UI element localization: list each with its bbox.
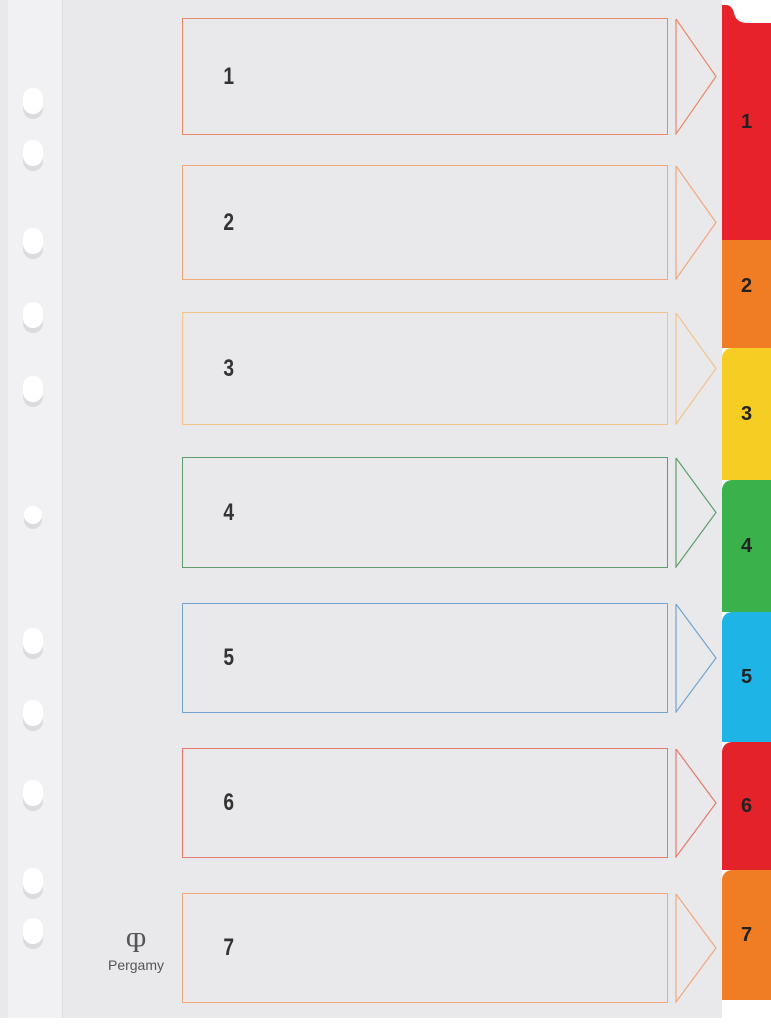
logo-mark-icon: Ⴔ <box>125 933 147 958</box>
punch-hole <box>23 700 43 726</box>
label-box[interactable] <box>182 748 668 858</box>
row-number: 7 <box>223 934 235 961</box>
row-number: 1 <box>223 62 235 90</box>
index-tab[interactable]: 4 <box>722 480 771 612</box>
label-box[interactable] <box>182 312 668 425</box>
index-tab[interactable]: 3 <box>722 348 771 480</box>
row-number: 4 <box>223 498 235 526</box>
index-tab[interactable]: 6 <box>722 742 771 870</box>
arrow-icon <box>675 893 717 1003</box>
punch-hole <box>23 780 43 806</box>
punch-hole <box>23 376 43 402</box>
row-number: 5 <box>223 644 235 671</box>
punch-hole <box>23 918 43 944</box>
index-tab[interactable]: 2 <box>722 225 771 348</box>
row-number: 3 <box>223 354 235 382</box>
label-box[interactable] <box>182 603 668 713</box>
punch-hole <box>23 228 43 254</box>
punch-hole <box>23 628 43 654</box>
punch-hole <box>23 868 43 894</box>
index-tab[interactable]: 7 <box>722 870 771 1000</box>
divider-sheet <box>0 0 722 1018</box>
brand-name: Pergamy <box>107 957 165 973</box>
arrow-icon <box>675 748 717 858</box>
label-box[interactable] <box>182 165 668 280</box>
arrow-icon <box>675 18 717 135</box>
arrow-icon <box>675 457 717 568</box>
label-box[interactable] <box>182 893 668 1003</box>
arrow-icon <box>675 165 717 280</box>
punch-hole <box>24 506 42 524</box>
row-number: 2 <box>223 208 235 236</box>
label-box[interactable] <box>182 18 668 135</box>
label-box[interactable] <box>182 457 668 568</box>
row-number: 6 <box>223 789 235 816</box>
arrow-icon <box>675 312 717 425</box>
punch-hole <box>23 140 43 166</box>
arrow-icon <box>675 603 717 713</box>
index-tab[interactable]: 1 <box>722 5 771 240</box>
index-tab[interactable]: 5 <box>722 612 771 742</box>
pergamy-logo: Ⴔ Pergamy <box>104 933 168 974</box>
punch-hole <box>23 88 43 114</box>
punch-hole <box>23 302 43 328</box>
